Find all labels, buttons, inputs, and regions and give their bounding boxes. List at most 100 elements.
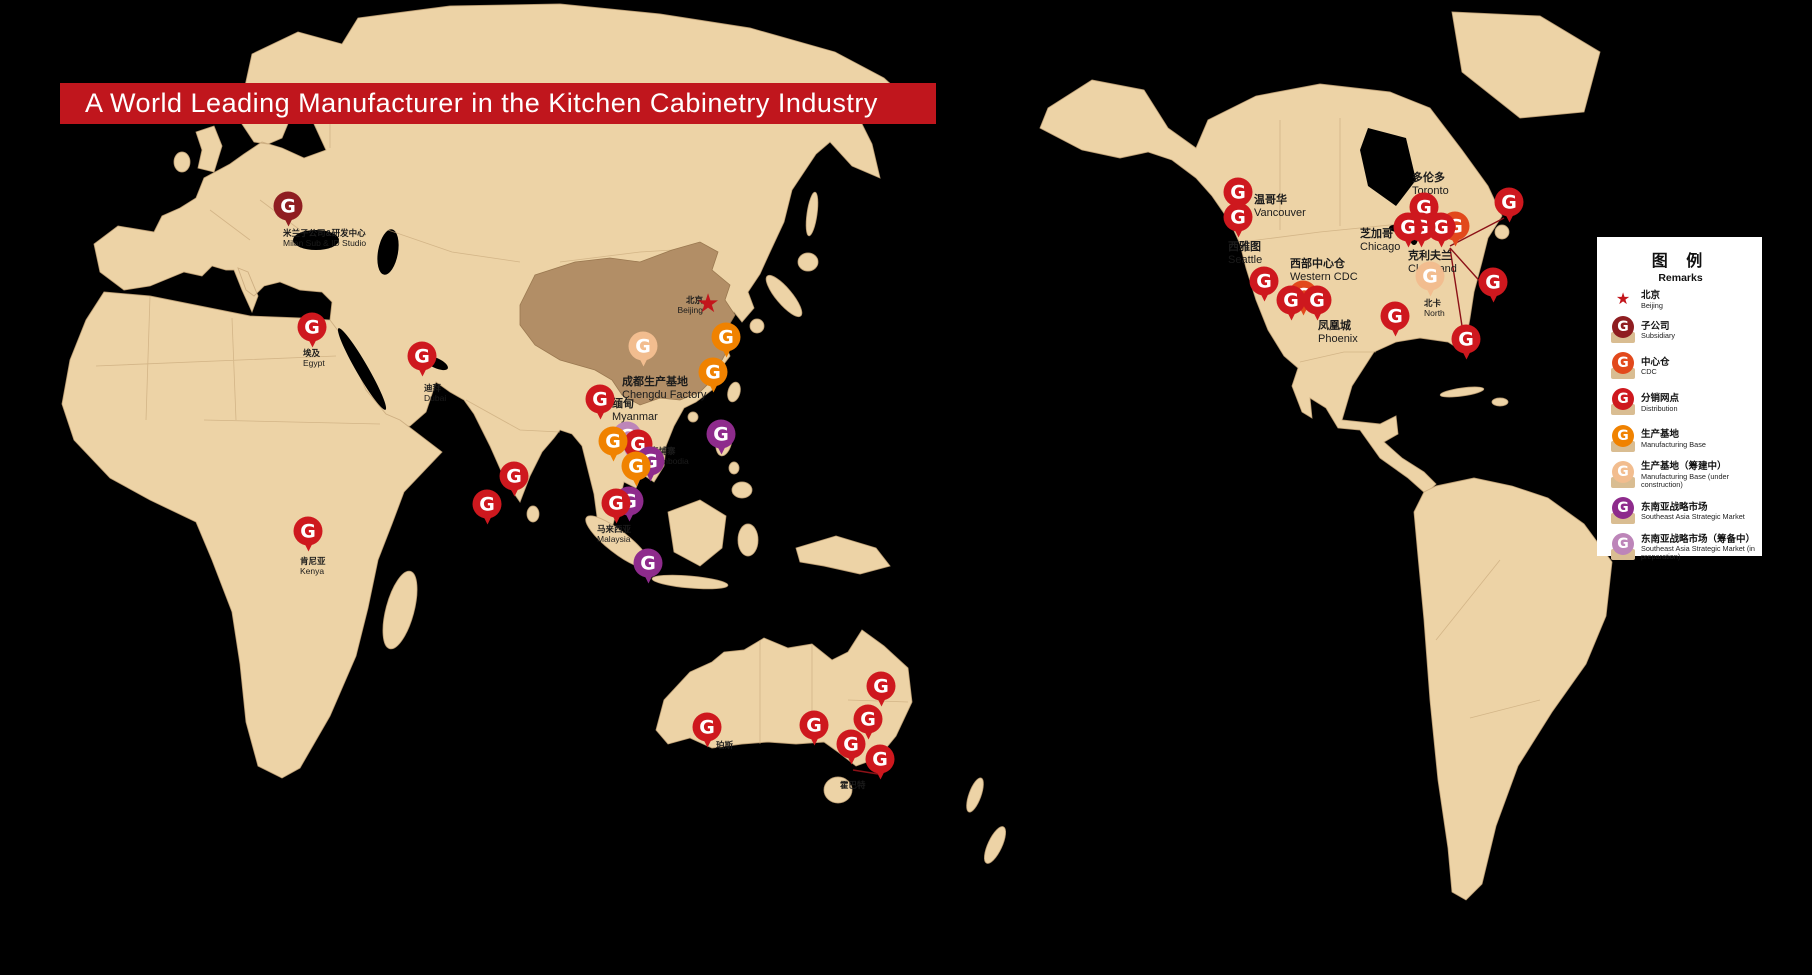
pin-west-2: G (1302, 285, 1332, 315)
legend-item-text: 子公司 Subsidiary (1641, 320, 1676, 341)
border-south-america (1435, 559, 1541, 719)
island-visayas (728, 461, 740, 475)
island-hainan (687, 411, 699, 423)
island-borneo (667, 499, 727, 567)
pin-melbourne: G (836, 729, 866, 759)
pin-myanmar: G (585, 384, 615, 414)
label-vancouver: 温哥华 Vancouver (1254, 194, 1306, 219)
pin-perth: G (692, 712, 722, 742)
pin-east-offshore-2: G (1478, 267, 1508, 297)
pin-east-offshore-1: G (1494, 187, 1524, 217)
legend-items: ★ 北京 Beijing G 子公司 Subsidiary G 中心仓 CDC G 分销网点 Dist… (1605, 290, 1756, 563)
border-canada-provinces (1279, 118, 1341, 230)
pin-dubai: G (407, 341, 437, 371)
island-ireland (173, 151, 191, 173)
label-seattle: 西雅图 Seattle (1228, 241, 1263, 266)
legend-item-text: 生产基地 Manufacturing Base (1641, 429, 1706, 449)
island-mindanao (731, 481, 753, 499)
label-north: 北卡 North (1424, 298, 1445, 319)
legend-pin-icon-manufacturing: G (1605, 424, 1641, 455)
island-tasmania (823, 776, 853, 804)
label-phoenix: 凤凰城 Phoenix (1318, 320, 1358, 345)
pin-milan: G (273, 191, 303, 221)
legend-item-text: 北京 Beijing (1641, 290, 1663, 310)
legend-star-icon: ★ (1615, 291, 1631, 309)
label-egypt: 埃及 Egypt (303, 348, 325, 369)
pin-philippines-sea: G (706, 419, 736, 449)
title-banner: A World Leading Manufacturer in the Kitc… (60, 83, 936, 124)
sea-red (337, 328, 387, 410)
legend-item-manufacturing: G 生产基地 Manufacturing Base (1605, 424, 1756, 455)
island-sulawesi (737, 523, 759, 557)
label-dubai: 迪拜 Dubai (424, 383, 447, 404)
border-india-west (465, 399, 561, 433)
pin-malaysia-dist: G (601, 488, 631, 518)
legend-pin-icon-distribution: G (1605, 388, 1641, 418)
island-uk (195, 125, 223, 173)
pin-thailand-mfg: G (598, 426, 628, 456)
legend-item-text: 分销网点 Distribution (1641, 392, 1680, 413)
legend-panel: 图 例 Remarks ★ 北京 Beijing G 子公司 Subsidiary G 中心仓… (1597, 237, 1762, 561)
label-chicago: 芝加哥 Chicago (1360, 228, 1401, 253)
beijing-star-icon: ★ (696, 287, 720, 318)
legend-item-text: 东南亚战略市场 Southeast Asia Strategic Market (1641, 501, 1745, 522)
pin-india-west: G (499, 461, 529, 491)
legend-title-en: Remarks (1658, 272, 1703, 284)
legend-item-sea: G 东南亚战略市场 Southeast Asia Strategic Market (1605, 496, 1756, 527)
legend-item-sea_prep: G 东南亚战略市场（筹备中） Southeast Asia Strategic Ma… (1605, 533, 1756, 563)
pin-chicago: G (1393, 212, 1423, 242)
pin-southeast: G (1451, 324, 1481, 354)
island-nz-south (983, 826, 1007, 864)
legend-pin-icon-manufacturing_uc: G (1605, 460, 1641, 491)
island-newfoundland (1494, 224, 1510, 240)
island-srilanka (526, 505, 540, 523)
pin-indonesia-sea: G (633, 548, 663, 578)
pin-hobart: G (865, 744, 895, 774)
pin-north-carolina: G (1415, 261, 1445, 291)
legend-item-cdc: G 中心仓 CDC (1605, 352, 1756, 382)
landmass-greenland (1451, 11, 1601, 119)
label-cambodia: 柬埔寨 Cambodia (650, 446, 689, 467)
pin-seattle: G (1223, 202, 1253, 232)
legend-item-text: 东南亚战略市场（筹备中） Southeast Asia Strategic Mar… (1641, 533, 1756, 562)
pin-chengdu-factory: G (628, 331, 658, 361)
legend-pin-icon-subsidiary: G (1605, 315, 1641, 346)
island-cuba (1439, 386, 1485, 398)
pin-xiamen: G (698, 357, 728, 387)
island-honshu (765, 274, 803, 318)
legend-item-distribution: G 分销网点 Distribution (1605, 388, 1756, 418)
label-beijing: 北京 Beijing (677, 295, 703, 316)
legend-pin-icon-sea_prep: G (1605, 533, 1641, 563)
legend-item-text: 生产基地（筹建中） Manufacturing Base (under const… (1641, 461, 1730, 490)
pin-egypt: G (297, 312, 327, 342)
pin-sydney: G (866, 671, 896, 701)
pin-canberra: G (853, 704, 883, 734)
label-hobart: 霍巴特 (840, 780, 866, 790)
island-sakhalin (805, 191, 819, 237)
pin-adelaide: G (799, 710, 829, 740)
pin-california: G (1249, 266, 1279, 296)
legend-item-text: 中心仓 CDC (1641, 356, 1670, 377)
island-taiwan (727, 381, 741, 403)
label-chengdu: 成都生产基地 Chengdu Factory (622, 376, 707, 401)
landmass-africa (61, 291, 443, 779)
landmass-south-america (1413, 477, 1613, 901)
legend-item-star: ★ 北京 Beijing (1605, 290, 1756, 310)
label-malaysia: 马来西亚 Malaysia (597, 524, 632, 545)
island-madagascar (382, 570, 418, 650)
island-hispaniola (1491, 397, 1509, 407)
island-hokkaido (797, 252, 819, 272)
legend-title-zh: 图 例 (1651, 253, 1710, 270)
pin-west-1: G (1276, 285, 1306, 315)
legend-pin-icon-cdc: G (1605, 352, 1641, 382)
legend-item-manufacturing_uc: G 生产基地（筹建中） Manufacturing Base (under cons… (1605, 460, 1756, 491)
pin-east-china-north: G (711, 322, 741, 352)
legend-pin-icon-sea: G (1605, 496, 1641, 527)
border-us-canada (1241, 221, 1421, 243)
pin-india-south: G (472, 489, 502, 519)
label-western-cdc: 西部中心仓 Western CDC (1290, 258, 1358, 283)
pin-cambodia-mfg: G (621, 451, 651, 481)
border-us-mexico (1299, 351, 1376, 363)
